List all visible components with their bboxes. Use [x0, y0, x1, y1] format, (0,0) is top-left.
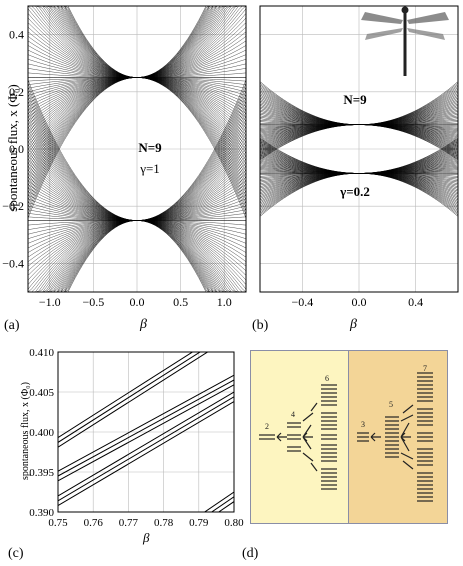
panel-c-series-line — [58, 379, 234, 477]
panel-c-series-line — [58, 384, 234, 482]
panel-c-series-line — [210, 496, 234, 512]
panel-c-series-line — [58, 401, 234, 507]
panel-d: 2 4 6 3 5 7 (d) — [242, 340, 463, 566]
panel-c-xtick: 0.79 — [189, 517, 209, 529]
panel-c: spontaneous flux, x (Φ₀) 0.410 0.405 0.400… — [0, 340, 250, 566]
panel-a-plot: 0.40.20.0−0.2−0.4 −1.0 −0.5 0.0 0.5 1.0 N=9 … — [2, 5, 247, 309]
panel-c-xtick: 0.80 — [224, 517, 244, 529]
panel-c-series-line — [58, 352, 209, 448]
panel-a-annotation-n: N=9 — [138, 140, 162, 155]
panel-c-xtick: 0.75 — [48, 517, 68, 529]
dragonfly-image — [361, 6, 449, 76]
panel-c-ytick: 0.400 — [29, 427, 54, 439]
panel-b-xtick: −0.4 — [292, 295, 314, 309]
panel-d-box: 2 4 6 3 5 7 — [250, 350, 448, 524]
panel-a-annotation-gamma: γ=1 — [139, 161, 160, 176]
panel-c-xtick: 0.77 — [119, 517, 139, 529]
panel-d-num-7: 7 — [423, 364, 427, 373]
panel-a-xtick: −0.5 — [83, 295, 105, 309]
panel-d-num-6: 6 — [325, 374, 329, 383]
panel-a-label: (a) — [4, 318, 20, 333]
panel-a-xtick: −1.0 — [39, 295, 61, 309]
panel-d-num-2: 2 — [265, 422, 269, 431]
panel-d-num-3: 3 — [361, 420, 365, 429]
panel-a-ytick: −0.2 — [2, 199, 24, 213]
panel-c-series-line — [203, 491, 234, 512]
panel-c-ytick: 0.395 — [29, 467, 54, 479]
panel-c-ytick: 0.410 — [29, 347, 54, 359]
panel-a-xlabel: β — [140, 317, 147, 332]
panel-d-left — [251, 351, 348, 523]
panel-b-xtick: 0.4 — [408, 295, 423, 309]
panel-a-ytick: 0.4 — [9, 28, 24, 42]
panel-a-xtick: 1.0 — [217, 295, 232, 309]
panel-c-ytick: 0.405 — [29, 387, 54, 399]
panel-a: spontaneous flux, x (Φ₀) 0.4 0.2 0.0 −0.2 −0… — [0, 0, 250, 340]
panel-b-xlabel: β — [350, 317, 357, 332]
panel-c-series-line — [58, 352, 194, 439]
panel-b-curve — [259, 137, 459, 174]
panel-d-num-5: 5 — [389, 400, 393, 409]
panel-c-series-line — [217, 501, 234, 512]
panel-b-annotation-n: N=9 — [343, 92, 367, 107]
panel-a-curve — [27, 77, 247, 219]
panel-c-xtick: 0.76 — [84, 517, 104, 529]
panel-d-diagram: 2 4 6 3 5 7 — [259, 364, 433, 502]
panel-a-xtick: 0.0 — [130, 295, 145, 309]
panel-c-series-line — [58, 396, 234, 502]
panel-c-series-line — [58, 391, 234, 497]
panel-b-annotation-gamma: γ=0.2 — [339, 184, 370, 199]
panel-c-plot: 0.410 0.405 0.400 0.395 0.390 0.75 0.76 0.77 0.… — [29, 347, 244, 529]
panel-b-curve — [259, 124, 459, 161]
panel-b: −0.4 0.0 0.4 N=9 γ=0.2 β (b) — [250, 0, 463, 340]
panel-b-label: (b) — [252, 318, 269, 333]
panel-c-series-line — [58, 352, 201, 443]
panel-c-ytick: 0.390 — [29, 507, 54, 519]
panel-c-series-line — [58, 374, 234, 472]
panel-a-curve — [27, 79, 247, 221]
panel-c-xtick: 0.78 — [154, 517, 174, 529]
panel-a-xtick: 0.5 — [173, 295, 188, 309]
panel-c-xlabel: β — [143, 530, 150, 545]
panel-d-label: (d) — [242, 546, 259, 561]
panel-a-ytick: −0.4 — [2, 256, 24, 270]
panel-d-num-4: 4 — [291, 410, 295, 419]
panel-c-label: (c) — [8, 546, 24, 561]
panel-a-ytick: 0.2 — [9, 85, 24, 99]
panel-b-plot: −0.4 0.0 0.4 N=9 γ=0.2 — [259, 5, 459, 309]
panel-a-ytick: 0.0 — [9, 142, 24, 156]
panel-b-xtick: 0.0 — [352, 295, 367, 309]
